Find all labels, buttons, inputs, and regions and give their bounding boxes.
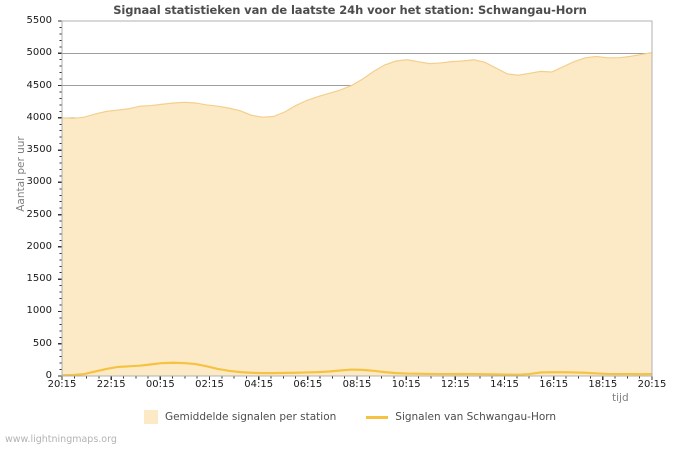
area-edge-line: [61, 52, 653, 120]
x-tick-label: 12:15: [440, 379, 470, 390]
legend-swatch-line-icon: [366, 415, 389, 419]
legend-label-station: Signalen van Schwangau-Horn: [395, 411, 557, 423]
x-tick-label: 00:15: [145, 379, 175, 390]
x-tick-label: 02:15: [195, 379, 224, 390]
x-tick-label: 20:15: [47, 379, 77, 390]
x-tick-label: 10:15: [391, 379, 421, 390]
y-tick-label: 500: [32, 337, 52, 349]
watermark: www.lightningmaps.org: [5, 434, 117, 445]
x-tick-label: 18:15: [588, 379, 618, 390]
station-line: [61, 361, 653, 377]
x-tick-label: 06:15: [293, 379, 323, 390]
y-tick-label: 1000: [26, 305, 52, 317]
chart-legend: Gemiddelde signalen per station Signalen…: [0, 410, 700, 424]
x-tick-label: 08:15: [342, 379, 372, 390]
area-series-average: [61, 52, 653, 376]
legend-item-station[interactable]: Signalen van Schwangau-Horn: [366, 411, 556, 423]
y-tick-label: 5000: [26, 47, 52, 59]
y-tick-label: 3500: [26, 144, 52, 156]
y-tick-label: 4000: [26, 111, 52, 123]
y-tick-label: 2000: [26, 240, 52, 252]
x-tick-label: 14:15: [490, 379, 519, 390]
area-fill: [62, 52, 652, 376]
x-tick-label: 16:15: [539, 379, 569, 390]
y-tick-label: 5500: [26, 15, 52, 26]
y-tick-label: 2500: [26, 208, 52, 220]
chart-title: Signaal statistieken van de laatste 24h …: [113, 3, 587, 17]
legend-swatch-area-icon: [143, 410, 158, 424]
y-tick-label: 4500: [26, 79, 52, 91]
x-axis-label: tijd: [612, 392, 629, 404]
x-tick-label: 22:15: [96, 379, 126, 390]
plot-border: [61, 20, 653, 377]
x-tick-label: 20:15: [637, 379, 667, 390]
y-tick-label: 3000: [26, 176, 52, 188]
y-tick-label: 0: [45, 370, 52, 381]
line-series-station: [61, 361, 653, 377]
y-tick-label: 1500: [26, 273, 52, 285]
legend-label-average: Gemiddelde signalen per station: [164, 411, 337, 423]
legend-item-average[interactable]: Gemiddelde signalen per station: [143, 410, 337, 424]
x-tick-label: 04:15: [244, 379, 274, 390]
